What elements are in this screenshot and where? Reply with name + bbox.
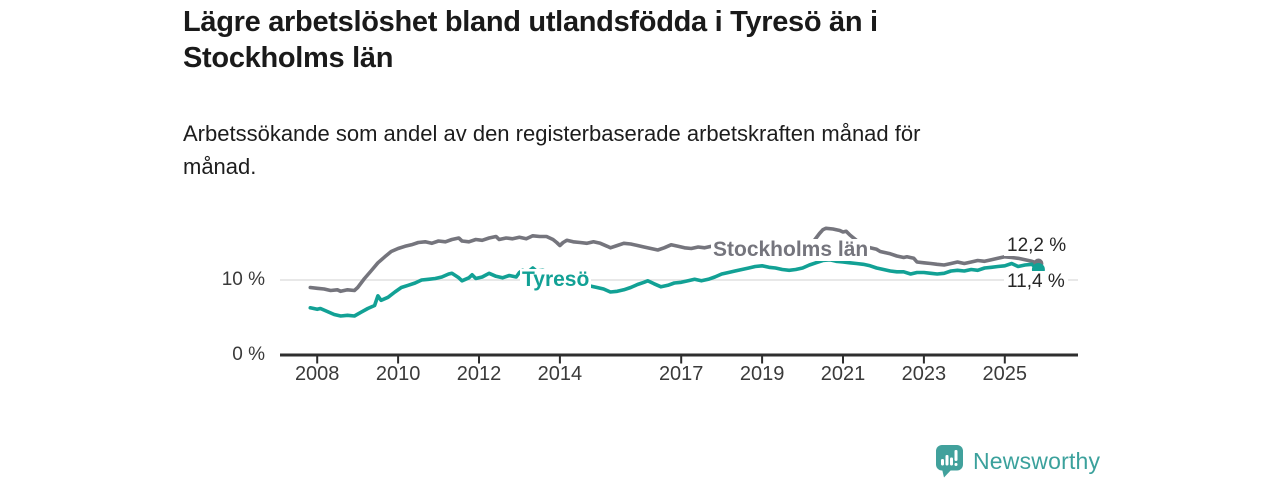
y-tick-label: 0 % (232, 344, 265, 365)
chart-subtitle: Arbetssökande som andel av den registerb… (183, 117, 920, 183)
series-label-stockholms-lan: Stockholms län (711, 238, 871, 261)
newsworthy-logo[interactable]: Newsworthy (936, 445, 1100, 478)
x-tick-label: 2019 (739, 363, 785, 385)
chart-subtitle-line-2: månad. (183, 154, 257, 179)
x-tick-label: 2017 (658, 363, 704, 385)
x-tick-label: 2010 (375, 363, 421, 385)
x-tick-label: 2023 (901, 363, 947, 385)
bar-chart-speech-bubble-icon (936, 445, 963, 478)
page-title-line-2: Stockholms län (183, 41, 394, 74)
end-value-label-tyreso: 11,4 % (1004, 271, 1068, 292)
x-tick-label: 2025 (982, 363, 1028, 385)
y-tick-label: 10 % (221, 269, 265, 290)
x-tick-label: 2014 (537, 363, 583, 385)
chart-subtitle-line-1: Arbetssökande som andel av den registerb… (183, 121, 921, 146)
end-value-label-stockholms-lan: 12,2 % (1004, 235, 1070, 256)
series-label-tyreso: Tyresö (520, 268, 592, 291)
series-line-stockholms-lan (308, 226, 1041, 294)
x-tick-label: 2012 (456, 363, 502, 385)
page-title: Lägre arbetslöshet bland utlandsfödda i … (183, 5, 878, 77)
x-tick-label: 2008 (294, 363, 340, 385)
page-title-line-1: Lägre arbetslöshet bland utlandsfödda i … (183, 6, 878, 38)
x-tick-label: 2021 (820, 363, 866, 385)
series-line-tyreso (308, 257, 1041, 318)
logo-text: Newsworthy (973, 448, 1101, 474)
